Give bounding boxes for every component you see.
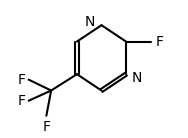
Text: F: F [155,34,163,49]
Text: F: F [17,73,25,87]
Text: N: N [131,71,142,85]
Text: F: F [17,94,25,108]
Text: F: F [42,120,50,134]
Text: N: N [85,15,95,29]
